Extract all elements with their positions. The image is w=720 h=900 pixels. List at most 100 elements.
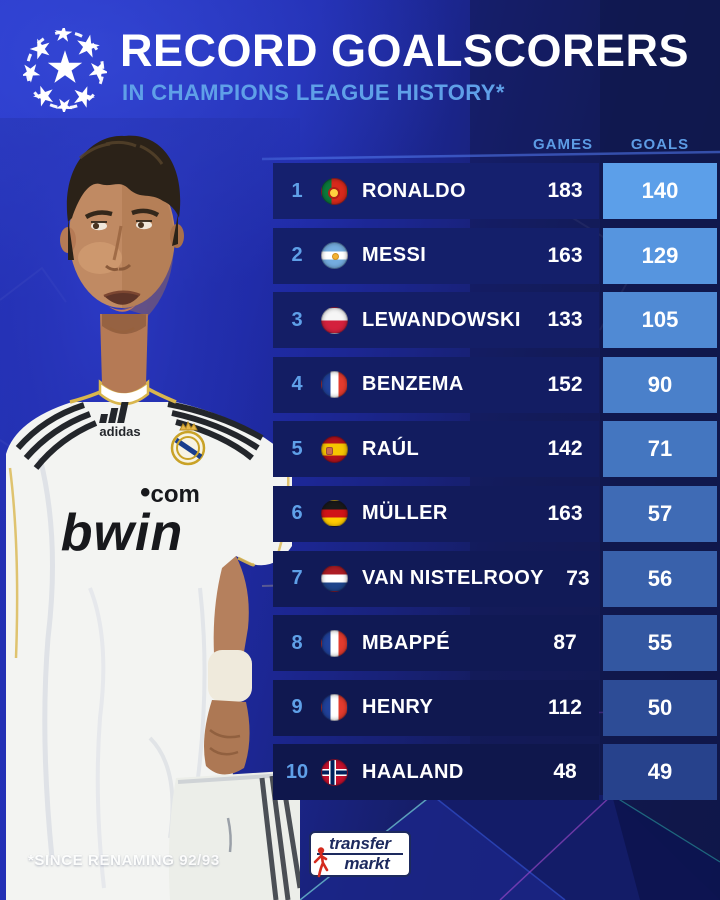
transfermarkt-line1: transfer [329,834,391,853]
ucl-starball-icon [23,28,107,112]
row-main: 10 HAALAND 48 [273,744,599,801]
rank: 9 [291,696,303,719]
flag-poland-icon [321,306,348,334]
goal-cell: 71 [603,421,717,478]
player-name: VAN NISTELROOY [362,567,544,590]
header: RECORD GOALSCORERS IN CHAMPIONS LEAGUE H… [0,0,720,120]
player-photo: adidas •com bwin [0,118,300,900]
goal-cell: 56 [603,550,717,607]
transfermarkt-divider [317,853,403,855]
games-value: 73 [566,566,590,590]
rank: 2 [291,244,303,267]
column-header-goals: GOALS [630,136,690,153]
flag-portugal-icon [321,177,348,205]
games-value: 152 [547,372,583,396]
goal-cell: 50 [603,679,717,736]
flag-norway-icon [321,758,348,786]
flag-argentina-icon [321,242,348,270]
sponsor-suffix: com [151,481,200,508]
transfermarkt-line2: markt [344,854,390,873]
footnote: *SINCE RENAMING 92/93 [28,852,220,869]
goals-value: 129 [641,242,679,268]
goal-cell: 57 [603,485,717,542]
goals-value: 50 [647,694,673,720]
table-row: 5 RAÚL 142 71 [273,421,717,478]
page-title: RECORD GOALSCORERS [120,25,690,76]
row-main: 2 MESSI 163 [273,227,599,284]
player-name: LEWANDOWSKI [362,308,521,331]
table-row: 9 HENRY 112 50 [273,679,717,736]
player-name: HAALAND [362,760,464,783]
row-main: 8 MBAPPÉ 87 [273,615,599,672]
goal-cell: 49 [603,744,717,801]
goal-cell: 90 [603,356,717,413]
games-value: 163 [547,243,583,267]
row-main: 4 BENZEMA 152 [273,356,599,413]
column-header-games: GAMES [532,136,593,153]
goal-cell: 129 [603,227,717,284]
table-row: 3 LEWANDOWSKI 133 105 [273,292,717,349]
rank: 6 [291,502,303,525]
goals-value: 57 [647,500,673,526]
goalscorers-table: GAMES GOALS 1 RONALDO 183 140 2 MESSI 16… [273,136,717,801]
goals-value: 71 [647,436,673,462]
player-name: HENRY [362,696,434,719]
flag-france-icon [321,694,348,722]
player-name: MÜLLER [362,502,448,525]
svg-text:•com: •com [140,476,200,509]
table-header: GAMES GOALS [273,136,717,163]
goals-value: 55 [647,630,673,656]
games-value: 112 [548,695,582,719]
goals-value: 140 [641,178,679,203]
goals-value: 90 [647,371,673,397]
row-main: 9 HENRY 112 [273,679,599,736]
rank: 10 [285,760,309,783]
adidas-logo-icon: adidas [99,402,141,439]
games-value: 133 [547,308,583,332]
goals-value: 56 [647,565,673,591]
goals-value: 105 [641,307,679,333]
goal-cell: 105 [603,292,717,349]
table-row: 7 VAN NISTELROOY 73 56 [273,550,717,607]
games-value: 142 [547,437,583,461]
flag-spain-icon [321,435,348,463]
player-name: MBAPPÉ [362,631,450,654]
table-row: 2 MESSI 163 129 [273,227,717,284]
row-main: 7 VAN NISTELROOY 73 [273,550,599,607]
games-value: 87 [553,631,577,655]
arm [213,556,249,654]
player-name: MESSI [362,244,427,267]
rank: 5 [291,437,303,460]
table-row: 10 HAALAND 48 49 [273,744,717,801]
transfermarkt-logo: transfer markt [309,831,411,878]
table-row: 6 MÜLLER 163 57 [273,485,717,542]
player-name: RAÚL [362,437,420,460]
flag-netherlands-icon [321,565,348,593]
page-subtitle: IN CHAMPIONS LEAGUE HISTORY* [122,80,505,105]
player-name: RONALDO [362,179,466,202]
table-row: 4 BENZEMA 152 90 [273,356,717,413]
player-name: BENZEMA [362,373,464,396]
adidas-text: adidas [99,424,140,439]
rank: 4 [291,373,303,396]
games-value: 163 [547,501,583,525]
rank: 8 [291,631,303,654]
transfermarkt-player-icon [313,847,329,878]
rank: 7 [291,567,303,590]
games-value: 48 [553,760,577,784]
sponsor-text: bwin [61,504,183,562]
row-main: 3 LEWANDOWSKI 133 [273,292,599,349]
flag-germany-icon [321,500,348,528]
rank: 1 [291,179,303,202]
goal-cell: 55 [603,615,717,672]
real-madrid-crest-icon [170,420,206,466]
table-rows: 1 RONALDO 183 140 2 MESSI 163 129 3 [273,163,717,801]
flag-france-icon [321,371,348,399]
games-value: 183 [547,179,583,202]
flag-france-icon [321,629,348,657]
row-main: 1 RONALDO 183 [273,163,599,219]
sponsor-dot: • [140,476,151,509]
row-main: 6 MÜLLER 163 [273,485,599,542]
